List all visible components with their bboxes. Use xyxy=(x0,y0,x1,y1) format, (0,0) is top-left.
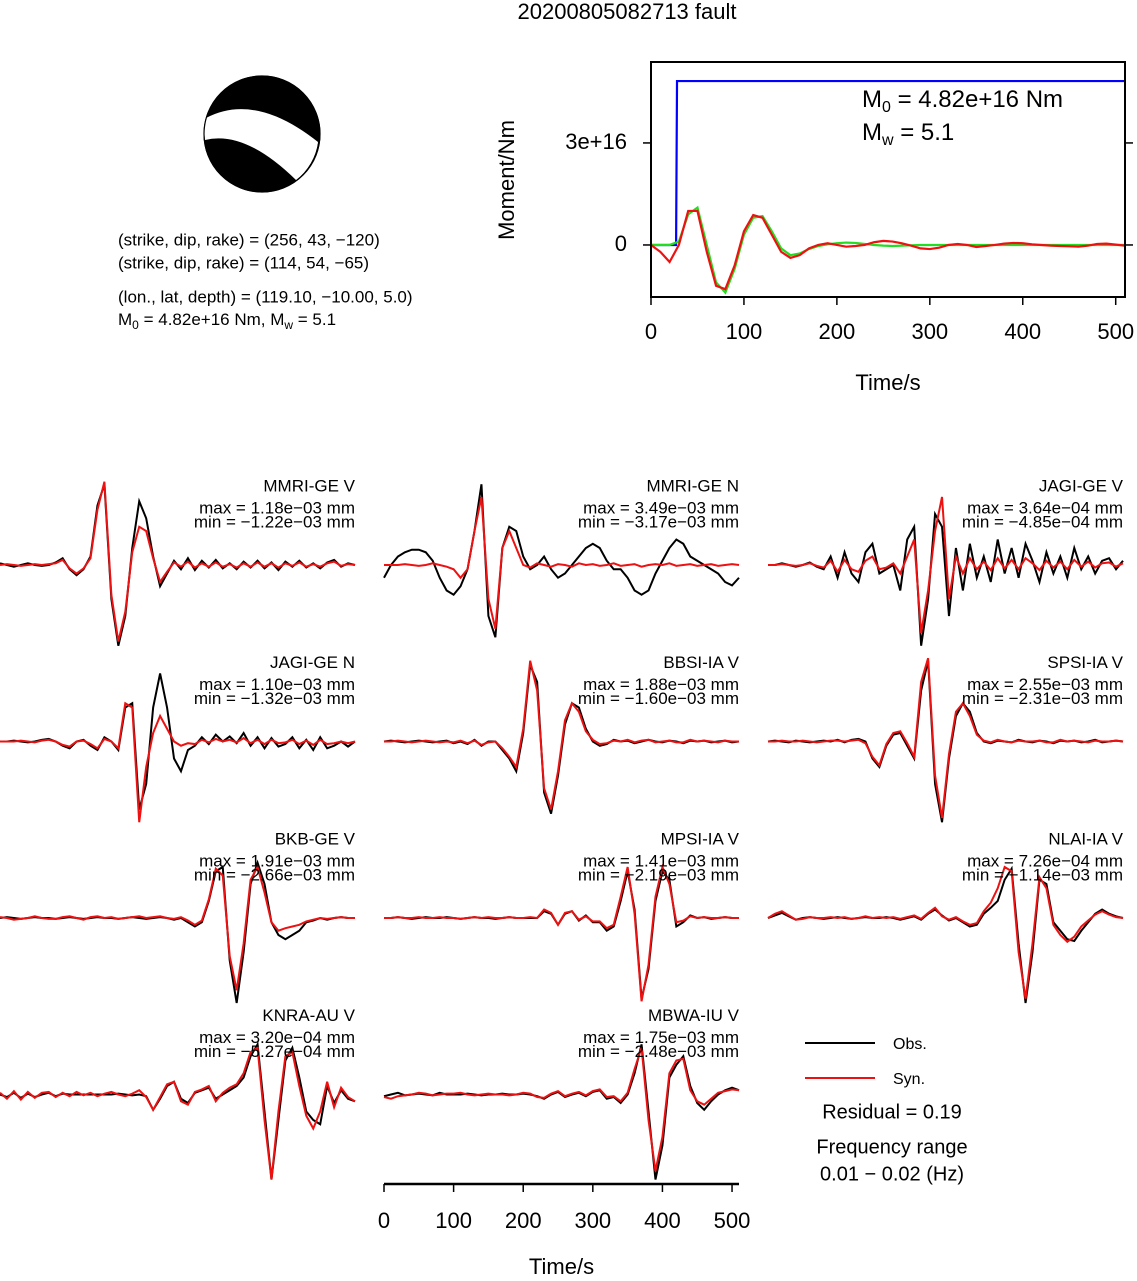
beachball xyxy=(203,75,321,193)
x-axis-label: Time/s xyxy=(855,370,920,395)
station-label: MMRI-GE V xyxy=(263,476,355,495)
text-part: = 4.82e+16 Nm, M xyxy=(139,310,285,329)
max-label: max = 2.55e−03 mm xyxy=(967,675,1123,694)
subscript: w xyxy=(881,132,894,149)
text-part: M xyxy=(118,310,132,329)
plot-frame xyxy=(650,61,1126,298)
min-label: min = −5.27e−04 mm xyxy=(194,1042,355,1061)
max-label: max = 7.26e−04 mm xyxy=(967,851,1123,870)
station-label: BKB-GE V xyxy=(275,829,356,848)
source-moment: M0 = 4.82e+16 Nm, Mw = 5.1 xyxy=(118,310,336,332)
station-label: JAGI-GE N xyxy=(270,653,355,672)
max-label: max = 1.88e−03 mm xyxy=(583,675,739,694)
station-label: MBWA-IU V xyxy=(648,1006,740,1025)
residual: Residual = 0.19 xyxy=(822,1101,962,1123)
x-tick-label: 0 xyxy=(645,319,657,344)
legend-label: Syn. xyxy=(893,1071,925,1088)
station-label: BBSI-IA V xyxy=(663,653,739,672)
x-tick-label: 500 xyxy=(714,1208,751,1233)
series-line xyxy=(650,209,1126,291)
max-label: max = 3.49e−03 mm xyxy=(583,498,739,517)
synthetic-trace xyxy=(767,865,1124,999)
max-label: max = 3.20e−04 mm xyxy=(199,1028,355,1047)
subscript: w xyxy=(283,318,293,332)
station-label: SPSI-IA V xyxy=(1047,653,1123,672)
synthetic-trace xyxy=(0,864,355,991)
y-axis-label: Moment/Nm xyxy=(494,120,519,240)
x-tick-label: 400 xyxy=(1004,319,1041,344)
legend-label: Obs. xyxy=(893,1036,927,1053)
observed-trace xyxy=(0,1041,356,1180)
subscript: 0 xyxy=(882,99,891,116)
source-info: (strike, dip, rake) = (256, 43, −120) xyxy=(118,230,380,249)
synthetic-trace xyxy=(768,496,1124,634)
x-tick-label: 0 xyxy=(378,1208,390,1233)
synthetic-trace xyxy=(384,863,739,1002)
max-label: max = 1.41e−03 mm xyxy=(583,851,739,870)
source-info: (lon., lat, depth) = (119.10, −10.00, 5.… xyxy=(118,287,413,306)
text-part: = 4.82e+16 Nm xyxy=(891,86,1063,113)
min-label: min = −1.60e−03 mm xyxy=(578,689,739,708)
y-tick-label: 0 xyxy=(615,231,627,256)
max-label: max = 1.75e−03 mm xyxy=(583,1028,739,1047)
x-tick-label: 100 xyxy=(726,319,763,344)
synthetic-trace xyxy=(383,1047,740,1172)
frequency-label: Frequency range xyxy=(816,1136,967,1158)
min-label: min = −2.19e−03 mm xyxy=(578,865,739,884)
min-label: min = −4.85e−04 mm xyxy=(962,512,1123,531)
x-tick-label: 100 xyxy=(435,1208,472,1233)
min-label: min = −2.31e−03 mm xyxy=(962,689,1123,708)
x-tick-label: 400 xyxy=(644,1208,681,1233)
x-tick-label: 200 xyxy=(819,319,856,344)
station-label: JAGI-GE V xyxy=(1039,476,1124,495)
observed-trace xyxy=(767,865,1124,1004)
x-axis-label: Time/s xyxy=(529,1254,594,1279)
station-label: NLAI-IA V xyxy=(1048,829,1123,848)
min-label: min = −2.66e−03 mm xyxy=(194,865,355,884)
x-tick-label: 300 xyxy=(574,1208,611,1233)
min-label: min = −2.48e−03 mm xyxy=(578,1042,739,1061)
station-label: MMRI-GE N xyxy=(646,476,739,495)
y-tick-label: 3e+16 xyxy=(565,129,627,154)
station-label: KNRA-AU V xyxy=(262,1006,355,1025)
frequency-range: 0.01 − 0.02 (Hz) xyxy=(820,1163,964,1185)
subscript: 0 xyxy=(132,318,139,332)
text-part: M xyxy=(862,119,882,146)
observed-trace xyxy=(384,869,739,999)
synthetic-trace xyxy=(768,657,1124,819)
title: 20200805082713 fault xyxy=(518,0,737,24)
text-part: = 5.1 xyxy=(293,310,336,329)
max-label: max = 1.18e−03 mm xyxy=(199,498,355,517)
observed-trace xyxy=(383,1044,740,1180)
min-label: min = −1.22e−03 mm xyxy=(194,512,355,531)
synthetic-trace xyxy=(0,1046,356,1180)
annotation: M0 = 4.82e+16 Nm xyxy=(862,86,1063,116)
annotation: Mw = 5.1 xyxy=(862,119,954,149)
source-info: (strike, dip, rake) = (114, 54, −65) xyxy=(118,253,369,272)
x-tick-label: 500 xyxy=(1097,319,1134,344)
series-line xyxy=(651,205,1125,295)
synthetic-trace xyxy=(0,481,356,642)
text-part: M xyxy=(862,86,882,113)
max-label: max = 3.64e−04 mm xyxy=(967,498,1123,517)
synthetic-trace xyxy=(0,701,356,823)
text-part: = 5.1 xyxy=(894,119,955,146)
max-label: max = 1.91e−03 mm xyxy=(199,851,355,870)
x-tick-label: 300 xyxy=(911,319,948,344)
min-label: min = −1.14e−03 mm xyxy=(962,865,1123,884)
max-label: max = 1.10e−03 mm xyxy=(199,675,355,694)
min-label: min = −1.32e−03 mm xyxy=(194,689,355,708)
min-label: min = −3.17e−03 mm xyxy=(578,512,739,531)
station-label: MPSI-IA V xyxy=(661,829,740,848)
synthetic-trace xyxy=(384,660,739,810)
observed-trace xyxy=(383,484,740,638)
x-tick-label: 200 xyxy=(505,1208,542,1233)
synthetic-trace xyxy=(384,496,740,629)
